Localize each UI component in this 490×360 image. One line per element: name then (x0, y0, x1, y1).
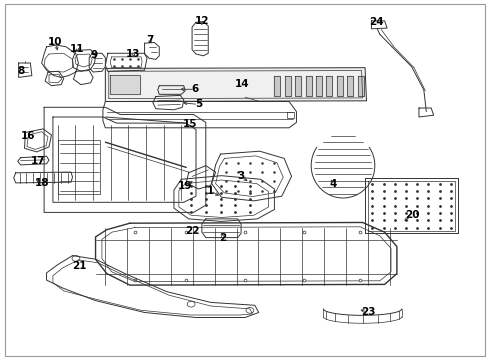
Polygon shape (285, 76, 291, 96)
Text: 3: 3 (238, 171, 245, 181)
Text: 24: 24 (369, 17, 384, 27)
Text: 6: 6 (192, 84, 198, 94)
Text: 4: 4 (329, 179, 337, 189)
Polygon shape (295, 76, 301, 96)
Text: 22: 22 (185, 226, 200, 236)
Polygon shape (337, 76, 343, 96)
Polygon shape (306, 76, 312, 96)
Polygon shape (105, 68, 367, 102)
Text: 23: 23 (361, 307, 376, 318)
Polygon shape (274, 76, 280, 96)
Text: 14: 14 (235, 78, 250, 89)
Text: 10: 10 (48, 37, 62, 48)
Text: 2: 2 (220, 233, 226, 243)
Text: 20: 20 (405, 210, 420, 220)
Text: 8: 8 (17, 66, 24, 76)
Text: 1: 1 (207, 186, 214, 196)
Text: 12: 12 (195, 15, 209, 26)
Polygon shape (110, 75, 140, 94)
Text: 16: 16 (21, 131, 36, 141)
Text: 7: 7 (146, 35, 153, 45)
Text: 15: 15 (183, 119, 197, 129)
Polygon shape (347, 76, 353, 96)
Text: 18: 18 (34, 178, 49, 188)
Text: 19: 19 (178, 181, 193, 192)
Text: 11: 11 (70, 44, 85, 54)
Polygon shape (358, 76, 364, 96)
Text: 5: 5 (195, 99, 202, 109)
Text: 17: 17 (31, 156, 46, 166)
Polygon shape (326, 76, 332, 96)
Text: 13: 13 (126, 49, 141, 59)
Polygon shape (316, 76, 322, 96)
Text: 21: 21 (72, 261, 87, 271)
Text: 9: 9 (91, 50, 98, 60)
